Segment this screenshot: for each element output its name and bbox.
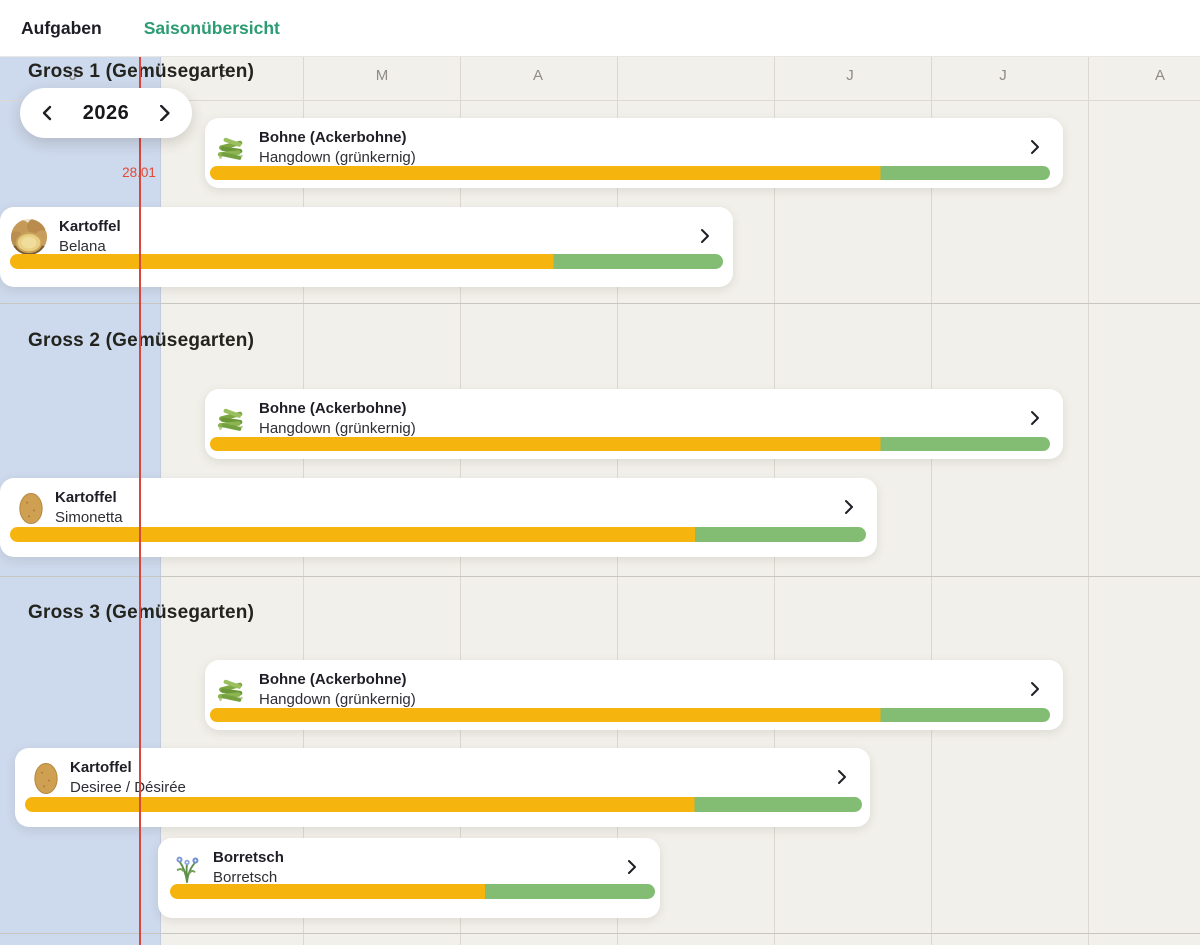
section-divider (0, 303, 1200, 304)
plant-name: Kartoffel (55, 489, 117, 506)
potato-basket-icon (10, 218, 48, 256)
planting-card-borretsch[interactable]: Borretsch Borretsch (158, 838, 660, 918)
month-gridline (931, 57, 932, 945)
chevron-right-icon[interactable] (1027, 410, 1043, 426)
chevron-right-icon[interactable] (1027, 681, 1043, 697)
section-divider (0, 576, 1200, 577)
month-label: J (846, 67, 854, 84)
variety-name: Desiree / Désirée (70, 779, 186, 797)
section-title-gross-3: Gross 3 (Gemüsegarten) (28, 602, 255, 623)
year-navigator: 2026 (20, 88, 192, 138)
borage-icon (172, 851, 202, 885)
month-label: M (375, 67, 389, 84)
planting-card-bohne-2[interactable]: Bohne (Ackerbohne) Hangdown (grünkernig) (205, 389, 1063, 459)
season-progress-bar (10, 527, 866, 542)
month-label: J (69, 67, 77, 84)
year-label: 2026 (82, 101, 130, 124)
potato-icon (18, 492, 44, 525)
month-label: A (532, 67, 544, 84)
chevron-left-icon (42, 105, 52, 121)
variety-name: Hangdown (grünkernig) (259, 691, 416, 709)
section-divider (0, 100, 1200, 101)
season-progress-bar (210, 708, 1050, 722)
tab-saisonuebersicht[interactable]: Saisonübersicht (143, 17, 280, 38)
month-label: J (999, 67, 1007, 84)
top-navigation: Aufgaben Saisonübersicht (0, 0, 1200, 57)
month-label: F (219, 67, 229, 84)
today-date-label: 28.01 (122, 165, 156, 180)
month-label: A (1154, 67, 1166, 84)
potato-icon (33, 762, 59, 795)
planting-card-bohne-1[interactable]: Bohne (Ackerbohne) Hangdown (grünkernig) (205, 118, 1063, 188)
tab-aufgaben[interactable]: Aufgaben (21, 17, 102, 38)
next-year-button[interactable] (155, 103, 175, 123)
season-progress-bar (170, 884, 655, 899)
beans-icon (215, 132, 248, 165)
variety-name: Simonetta (55, 509, 123, 527)
chevron-right-icon[interactable] (834, 769, 850, 785)
previous-year-button[interactable] (37, 103, 57, 123)
planting-card-bohne-3[interactable]: Bohne (Ackerbohne) Hangdown (grünkernig) (205, 660, 1063, 730)
plant-name: Kartoffel (70, 759, 132, 776)
season-progress-bar (210, 437, 1050, 451)
planting-card-kartoffel-simonetta[interactable]: Kartoffel Simonetta (0, 478, 877, 557)
planting-card-kartoffel-desiree[interactable]: Kartoffel Desiree / Désirée (15, 748, 870, 827)
month-gridline (1088, 57, 1089, 945)
plant-name: Kartoffel (59, 218, 121, 235)
season-progress-bar (210, 166, 1050, 180)
season-progress-bar (25, 797, 862, 812)
chevron-right-icon[interactable] (624, 859, 640, 875)
variety-name: Hangdown (grünkernig) (259, 149, 416, 167)
section-title-gross-2: Gross 2 (Gemüsegarten) (28, 330, 255, 351)
plant-name: Bohne (Ackerbohne) (259, 129, 407, 146)
beans-icon (215, 403, 248, 436)
variety-name: Belana (59, 238, 106, 256)
section-title-gross-1: Gross 1 (Gemüsegarten) (28, 61, 255, 82)
beans-icon (215, 674, 248, 707)
variety-name: Borretsch (213, 869, 278, 887)
chevron-right-icon (159, 105, 170, 121)
plant-name: Borretsch (213, 849, 284, 866)
chevron-right-icon[interactable] (841, 499, 857, 515)
plant-name: Bohne (Ackerbohne) (259, 400, 407, 417)
today-marker-line (139, 57, 141, 945)
variety-name: Hangdown (grünkernig) (259, 420, 416, 438)
chevron-right-icon[interactable] (697, 228, 713, 244)
season-timeline: Gross 1 (Gemüsegarten) Gross 2 (Gemüsega… (0, 57, 1200, 945)
season-progress-bar (10, 254, 723, 269)
planting-card-kartoffel-belana[interactable]: Kartoffel Belana (0, 207, 733, 287)
chevron-right-icon[interactable] (1027, 139, 1043, 155)
section-divider (0, 933, 1200, 934)
plant-name: Bohne (Ackerbohne) (259, 671, 407, 688)
